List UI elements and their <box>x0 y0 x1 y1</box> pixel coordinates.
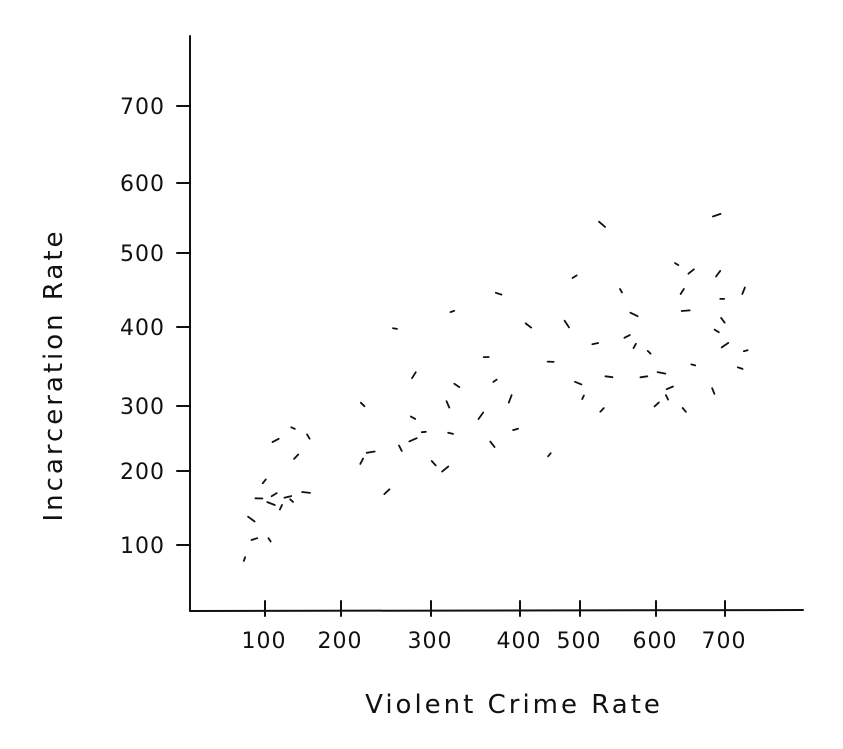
data-point <box>674 262 680 267</box>
data-point <box>267 537 272 543</box>
data-point <box>591 342 599 346</box>
y-tick-label: 200 <box>120 460 165 485</box>
data-point <box>409 415 417 420</box>
chart-axes <box>189 35 804 612</box>
data-point <box>653 401 660 408</box>
x-tick-label: 300 <box>408 629 453 654</box>
data-point <box>720 316 726 324</box>
data-point <box>720 341 730 349</box>
data-point <box>477 411 485 420</box>
data-point <box>359 401 366 408</box>
data-point <box>453 382 461 389</box>
data-point <box>690 363 697 367</box>
data-point <box>271 437 280 444</box>
data-point <box>289 498 295 503</box>
data-point <box>359 457 365 465</box>
data-point <box>741 286 746 295</box>
y-axis-title: Incarceration Rate <box>39 228 69 521</box>
data-point <box>713 328 720 334</box>
data-point <box>301 491 311 494</box>
data-point <box>489 440 496 449</box>
y-tick-label: 700 <box>120 95 165 120</box>
data-point <box>742 349 749 353</box>
data-point <box>665 394 669 401</box>
x-tick-label: 600 <box>633 629 678 654</box>
data-point <box>383 488 391 496</box>
data-point <box>398 444 403 452</box>
data-point <box>679 288 685 295</box>
x-tick-label: 400 <box>497 629 542 654</box>
data-point <box>266 501 276 506</box>
data-point <box>392 327 398 330</box>
y-tick-label: 600 <box>120 172 165 197</box>
data-point <box>283 495 293 499</box>
data-point <box>512 427 519 432</box>
data-points <box>242 212 749 562</box>
x-tick-label: 200 <box>318 629 363 654</box>
data-point <box>715 269 722 278</box>
data-point <box>408 437 418 443</box>
data-point <box>242 556 247 562</box>
data-point <box>581 394 585 401</box>
data-point <box>736 366 744 370</box>
data-point <box>492 378 498 383</box>
data-point <box>604 375 614 379</box>
data-point <box>261 478 267 485</box>
data-point <box>449 309 456 314</box>
data-point <box>711 387 716 395</box>
data-point <box>547 452 552 458</box>
data-point <box>365 450 376 454</box>
data-point <box>270 492 278 498</box>
data-point <box>563 319 570 329</box>
data-point <box>507 394 513 404</box>
x-tick-label: 500 <box>557 629 602 654</box>
data-point <box>598 220 606 228</box>
data-point <box>656 371 667 375</box>
x-axis-title: Violent Crime Rate <box>365 690 663 720</box>
data-point <box>250 537 259 541</box>
data-point <box>632 342 637 350</box>
data-point <box>447 431 454 435</box>
x-tick-label: 700 <box>702 629 747 654</box>
y-tick-label: 100 <box>120 534 165 559</box>
data-point <box>681 407 687 413</box>
data-point <box>524 322 533 329</box>
data-point <box>629 311 639 318</box>
data-point <box>680 309 691 312</box>
y-axis-ticks: 100 200 300 400 500 600 700 <box>120 95 191 559</box>
data-point <box>430 460 437 467</box>
data-point <box>247 515 256 523</box>
data-point <box>639 375 649 379</box>
data-point <box>306 433 311 440</box>
data-point <box>441 465 450 473</box>
data-point <box>712 212 722 218</box>
data-point <box>290 426 296 430</box>
x-axis-ticks: 100 200 300 400 500 600 700 <box>242 600 747 654</box>
y-tick-label: 500 <box>120 242 165 267</box>
data-point <box>293 453 300 460</box>
data-point <box>619 288 623 294</box>
data-point <box>571 274 578 279</box>
data-point <box>687 268 695 275</box>
y-tick-label: 400 <box>120 316 165 341</box>
data-point <box>574 380 583 386</box>
x-axis-line <box>189 609 804 612</box>
data-point <box>599 407 605 413</box>
data-point <box>494 291 503 296</box>
x-tick-label: 100 <box>242 629 287 654</box>
y-tick-label: 300 <box>120 395 165 420</box>
data-point <box>646 349 652 355</box>
data-point <box>445 400 451 409</box>
data-point <box>278 504 283 511</box>
data-point <box>665 385 674 391</box>
data-point <box>411 371 417 380</box>
data-point <box>623 334 631 339</box>
